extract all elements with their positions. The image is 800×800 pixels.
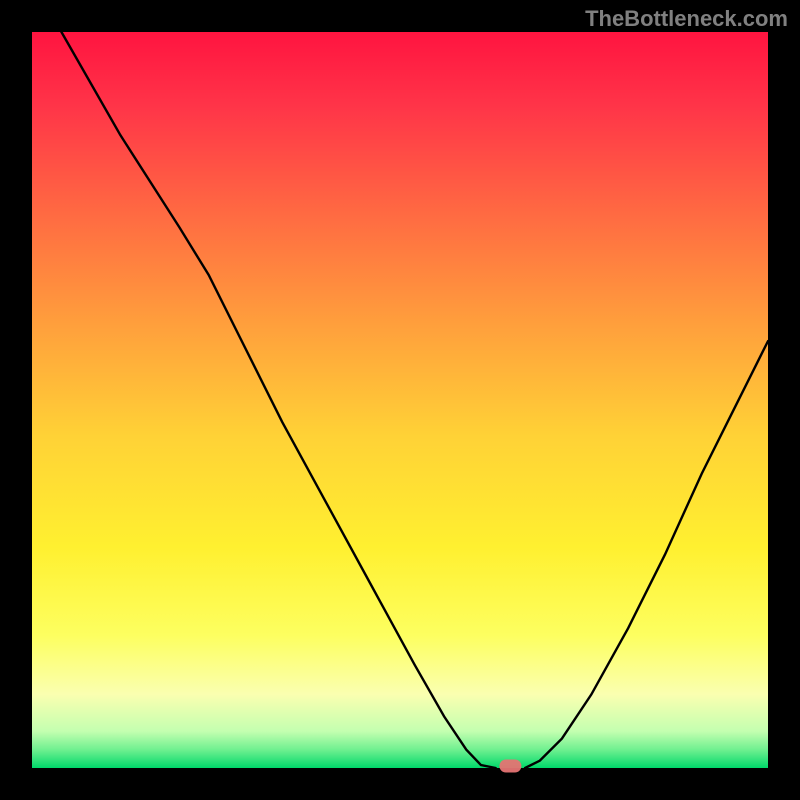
optimal-marker bbox=[499, 760, 521, 773]
bottleneck-chart bbox=[0, 0, 800, 800]
plot-background bbox=[32, 32, 768, 768]
watermark-text: TheBottleneck.com bbox=[585, 6, 788, 32]
